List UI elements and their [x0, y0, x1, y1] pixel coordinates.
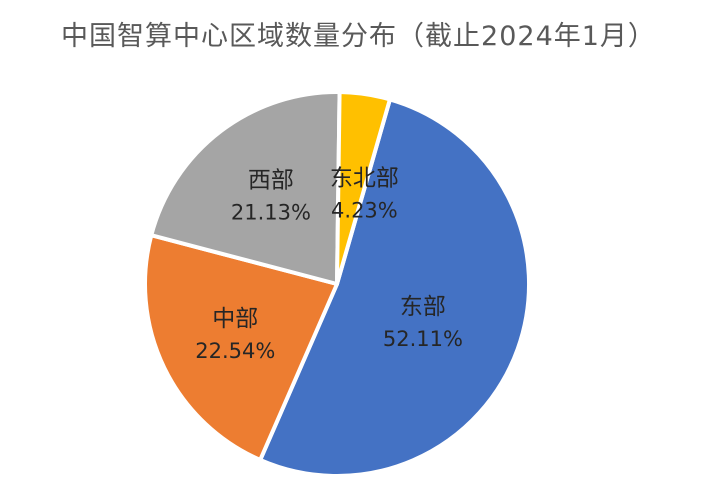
- slice-label-name-3: 东北部: [330, 166, 399, 192]
- slice-label-value-1: 22.54%: [195, 339, 275, 363]
- slice-label-name-0: 东部: [400, 294, 446, 320]
- slice-label-name-2: 西部: [248, 167, 294, 193]
- pie-labels: 东部 52.11% 中部 22.54% 西部 21.13% 东北部 4.23%: [195, 166, 463, 364]
- pie-slice-1: [143, 233, 339, 462]
- slice-label-name-1: 中部: [212, 306, 258, 332]
- slice-label-value-2: 21.13%: [231, 200, 311, 224]
- pie-slices: [143, 90, 531, 479]
- slice-label-value-3: 4.23%: [331, 199, 398, 223]
- slice-label-value-0: 52.11%: [383, 327, 463, 351]
- pie-slice-0: [258, 97, 531, 479]
- pie-slice-3: [335, 90, 392, 286]
- pie-slice-2: [149, 90, 342, 286]
- chart-title: 中国智算中心区域数量分布（截止2024年1月）: [61, 21, 656, 52]
